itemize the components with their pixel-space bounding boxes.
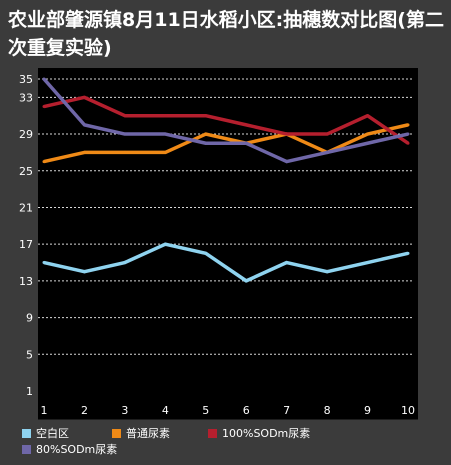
data-point xyxy=(285,132,289,136)
data-point xyxy=(406,132,410,136)
y-tick-label: 29 xyxy=(19,128,33,141)
data-point xyxy=(285,261,289,265)
data-point xyxy=(123,114,127,118)
data-point xyxy=(123,132,127,136)
data-point xyxy=(204,141,208,145)
series-line xyxy=(42,77,409,164)
data-point xyxy=(366,132,370,136)
data-point xyxy=(244,141,248,145)
data-point xyxy=(406,123,410,127)
data-point xyxy=(244,123,248,127)
chart-title: 农业部肇源镇8月11日水稻小区:抽穗数对比图(第二次重复实验) xyxy=(8,9,444,59)
data-point xyxy=(82,95,86,99)
data-point xyxy=(42,261,46,265)
series-line xyxy=(43,242,409,283)
legend-label: 空白区 xyxy=(36,426,69,440)
data-point xyxy=(325,270,329,274)
data-point xyxy=(204,251,208,255)
data-point xyxy=(163,150,167,154)
data-point xyxy=(123,261,127,265)
data-point xyxy=(42,105,46,109)
data-point xyxy=(366,141,370,145)
data-point xyxy=(406,251,410,255)
data-point xyxy=(82,270,86,274)
x-tick-label: 4 xyxy=(162,404,169,417)
x-tick-label: 7 xyxy=(283,404,290,417)
data-point xyxy=(82,150,86,154)
data-point xyxy=(163,242,167,246)
data-point xyxy=(366,261,370,265)
x-tick-label: 3 xyxy=(121,404,128,417)
data-point xyxy=(163,114,167,118)
y-tick-label: 1 xyxy=(26,385,33,398)
legend-swatch xyxy=(208,429,217,438)
x-tick-label: 8 xyxy=(324,404,331,417)
x-tick-label: 5 xyxy=(202,404,209,417)
x-tick-label: 9 xyxy=(364,404,371,417)
data-point xyxy=(42,160,46,164)
data-point xyxy=(325,150,329,154)
y-tick-label: 33 xyxy=(19,91,33,104)
y-tick-label: 21 xyxy=(19,201,33,214)
legend-swatch xyxy=(22,445,31,454)
data-point xyxy=(204,114,208,118)
y-tick-label: 9 xyxy=(26,312,33,325)
y-tick-label: 17 xyxy=(19,238,33,251)
data-point xyxy=(204,132,208,136)
series-line xyxy=(43,95,409,145)
legend-label: 80%SODm尿素 xyxy=(36,443,117,456)
data-point xyxy=(285,160,289,164)
x-tick-label: 6 xyxy=(243,404,250,417)
series-line xyxy=(43,123,409,164)
data-point xyxy=(42,77,46,81)
data-point xyxy=(123,150,127,154)
data-point xyxy=(82,123,86,127)
y-tick-label: 35 xyxy=(19,73,33,86)
data-point xyxy=(406,141,410,145)
data-point xyxy=(366,114,370,118)
legend-label: 100%SODm尿素 xyxy=(222,427,310,440)
data-point xyxy=(244,279,248,283)
legend-swatch xyxy=(112,429,121,438)
x-tick-label: 1 xyxy=(41,404,48,417)
data-point xyxy=(163,132,167,136)
y-tick-label: 5 xyxy=(26,348,33,361)
y-tick-label: 25 xyxy=(19,165,33,178)
x-tick-label: 10 xyxy=(401,404,415,417)
data-point xyxy=(325,132,329,136)
legend-label: 普通尿素 xyxy=(126,426,170,440)
x-tick-label: 2 xyxy=(81,404,88,417)
y-tick-label: 13 xyxy=(19,275,33,288)
legend-swatch xyxy=(22,429,31,438)
